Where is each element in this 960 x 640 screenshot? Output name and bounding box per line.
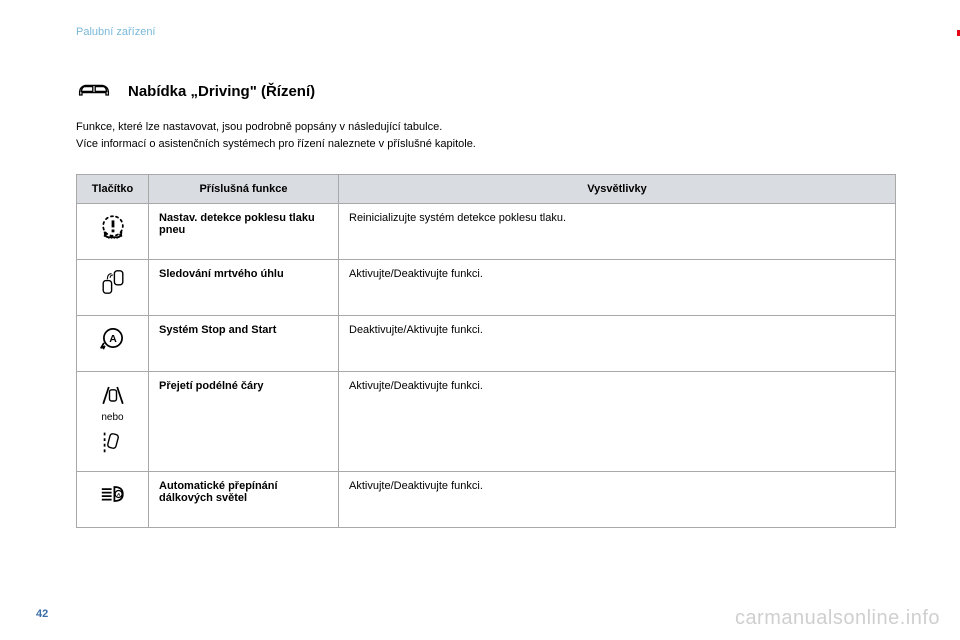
car-icon: [76, 78, 112, 105]
table-row: nebo Přejetí podélné čáry Aktivujte/Deak…: [77, 372, 896, 472]
intro-text: Funkce, které lze nastavovat, jsou podro…: [76, 119, 920, 152]
svg-text:A: A: [116, 492, 120, 498]
row-func: Automatické přepínání dálkových světel: [149, 472, 339, 528]
table-row: Nastav. detekce poklesu tlaku pneu Reini…: [77, 204, 896, 260]
nebo-label: nebo: [101, 412, 123, 423]
page-title: Nabídka „Driving" (Řízení): [128, 83, 315, 100]
blind-spot-icon: [87, 268, 138, 296]
th-button: Tlačítko: [77, 175, 149, 204]
watermark: carmanualsonline.info: [735, 607, 940, 630]
row-desc: Aktivujte/Deaktivujte funkci.: [339, 472, 896, 528]
tire-pressure-icon: [87, 212, 138, 240]
page-number: 42: [36, 608, 48, 620]
svg-text:A: A: [109, 333, 117, 345]
stop-start-icon: A: [87, 324, 138, 352]
table-row: A Automatické přepínání dálkových světel…: [77, 472, 896, 528]
row-func: Přejetí podélné čáry: [149, 372, 339, 472]
section-header: Palubní zařízení: [76, 26, 156, 38]
th-desc: Vysvětlivky: [339, 175, 896, 204]
row-desc: Deaktivujte/Aktivujte funkci.: [339, 316, 896, 372]
row-func: Sledování mrtvého úhlu: [149, 260, 339, 316]
title-row: Nabídka „Driving" (Řízení): [76, 78, 920, 105]
row-func: Systém Stop and Start: [149, 316, 339, 372]
high-beam-icon: A: [87, 480, 138, 508]
th-func: Příslušná funkce: [149, 175, 339, 204]
table-row: Sledování mrtvého úhlu Aktivujte/Deaktiv…: [77, 260, 896, 316]
intro-line-1: Funkce, které lze nastavovat, jsou podro…: [76, 119, 920, 136]
main-content: Nabídka „Driving" (Řízení) Funkce, které…: [76, 78, 920, 528]
row-desc: Aktivujte/Deaktivujte funkci.: [339, 372, 896, 472]
row-desc: Reinicializujte systém detekce poklesu t…: [339, 204, 896, 260]
functions-table: Tlačítko Příslušná funkce Vysvětlivky: [76, 174, 896, 528]
table-row: A Systém Stop and Start Deaktivujte/Akti…: [77, 316, 896, 372]
row-desc: Aktivujte/Deaktivujte funkci.: [339, 260, 896, 316]
row-func: Nastav. detekce poklesu tlaku pneu: [149, 204, 339, 260]
intro-line-2: Více informací o asistenčních systémech …: [76, 136, 920, 153]
lane-departure-icon: nebo: [87, 380, 138, 455]
